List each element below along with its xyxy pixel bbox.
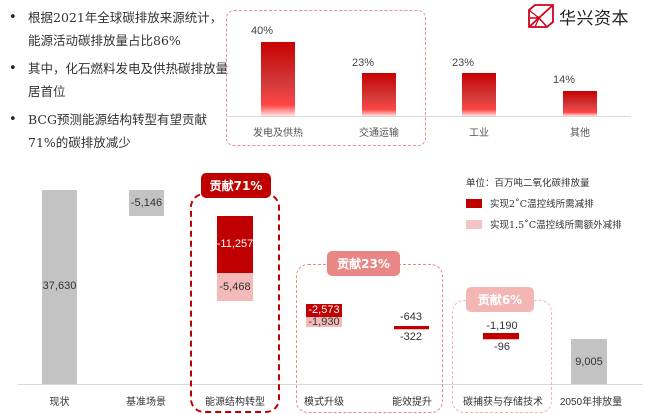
category-label: 现状 — [49, 397, 70, 408]
bar-value-label: 14% — [552, 74, 576, 86]
bar-value-label: -643 — [399, 311, 423, 323]
brand-logo: 华兴资本 — [527, 3, 629, 29]
bar-power-heat — [261, 42, 295, 116]
bar-value-label: -2,573 — [308, 304, 340, 316]
bullet-text: BCG预测能源结构转型有望贡献71%的碳排放减少 — [28, 112, 207, 150]
logo-text: 华兴资本 — [559, 8, 629, 29]
bullet-item: 根据2021年全球碳排放来源统计，能源活动碳排放量占比86% — [6, 6, 231, 52]
category-label: 2050年排放量 — [559, 397, 623, 408]
bar-value-label: -1,930 — [308, 316, 340, 328]
contribution-badge-23: 贡献23% — [327, 251, 400, 276]
bar-2050-emissions — [571, 339, 607, 384]
bar-value-label: 9,005 — [575, 356, 603, 368]
legend-swatch-red — [466, 198, 482, 208]
bar-efficiency-2c — [394, 326, 429, 329]
bullet-list: 根据2021年全球碳排放来源统计，能源活动碳排放量占比86% 其中，化石燃料发电… — [6, 6, 231, 159]
legend-label: 实现2˚C温控线所需减排 — [490, 199, 594, 210]
legend-label: 实现1.5˚C温控线所需额外减排 — [490, 220, 622, 231]
category-label: 能源结构转型 — [205, 397, 265, 408]
bar-energy-15c — [217, 273, 253, 301]
category-label: 工业 — [469, 128, 489, 139]
bar-ccs-2c — [483, 333, 519, 339]
highlight-frame-top — [226, 10, 426, 146]
bar-value-label: 23% — [351, 57, 375, 69]
bullet-item: BCG预测能源结构转型有望贡献71%的碳排放减少 — [6, 108, 231, 154]
bar-value-label: 23% — [451, 57, 475, 69]
top-chart-axis — [226, 116, 631, 117]
category-label: 模式升级 — [304, 397, 344, 408]
bar-value-label: -5,468 — [219, 281, 251, 293]
category-label: 能效提升 — [392, 397, 432, 408]
bar-energy-2c — [217, 216, 253, 273]
category-label: 交通运输 — [359, 128, 399, 139]
bar-baseline — [129, 190, 164, 216]
bar-efficiency-15c — [394, 329, 429, 330]
chart-legend: 单位：百万吨二氧化碳排放量 实现2˚C温控线所需减排 实现1.5˚C温控线所需额… — [466, 175, 622, 231]
legend-item: 实现1.5˚C温控线所需额外减排 — [466, 217, 622, 231]
bar-value-label: 40% — [250, 25, 274, 37]
category-label: 发电及供热 — [253, 128, 303, 139]
bar-transport — [362, 73, 396, 116]
bar-value-label: -5,146 — [130, 197, 163, 209]
bullet-text: 根据2021年全球碳排放来源统计，能源活动碳排放量占比86% — [28, 10, 223, 48]
bar-value-label: -322 — [399, 331, 423, 343]
legend-swatch-pink — [466, 219, 482, 229]
contribution-badge-6: 贡献6% — [466, 287, 534, 312]
bullet-text: 其中，化石燃料发电及供热碳排放量居首位 — [28, 61, 229, 99]
bar-value-label: -1,190 — [486, 320, 518, 332]
bar-other — [563, 91, 597, 116]
category-label: 基准场景 — [126, 397, 166, 408]
bar-status-quo — [42, 190, 77, 384]
cube-logo-icon — [528, 4, 554, 28]
bar-ccs-15c — [483, 339, 519, 340]
bullet-item: 其中，化石燃料发电及供热碳排放量居首位 — [6, 57, 231, 103]
unit-label: 单位：百万吨二氧化碳排放量 — [466, 178, 590, 189]
bar-mode-2c — [306, 304, 342, 317]
bar-value-label: 37,630 — [42, 280, 77, 292]
bar-value-label: -96 — [494, 341, 510, 353]
category-label: 碳捕获与存储技术 — [463, 397, 543, 408]
legend-item: 实现2˚C温控线所需减排 — [466, 196, 622, 210]
bar-mode-15c — [306, 317, 342, 327]
bar-industry — [462, 73, 496, 116]
contribution-badge-71: 贡献71% — [201, 173, 271, 198]
category-label: 其他 — [570, 128, 590, 139]
bar-value-label: -11,257 — [216, 238, 254, 250]
bottom-chart-axis — [18, 384, 643, 385]
